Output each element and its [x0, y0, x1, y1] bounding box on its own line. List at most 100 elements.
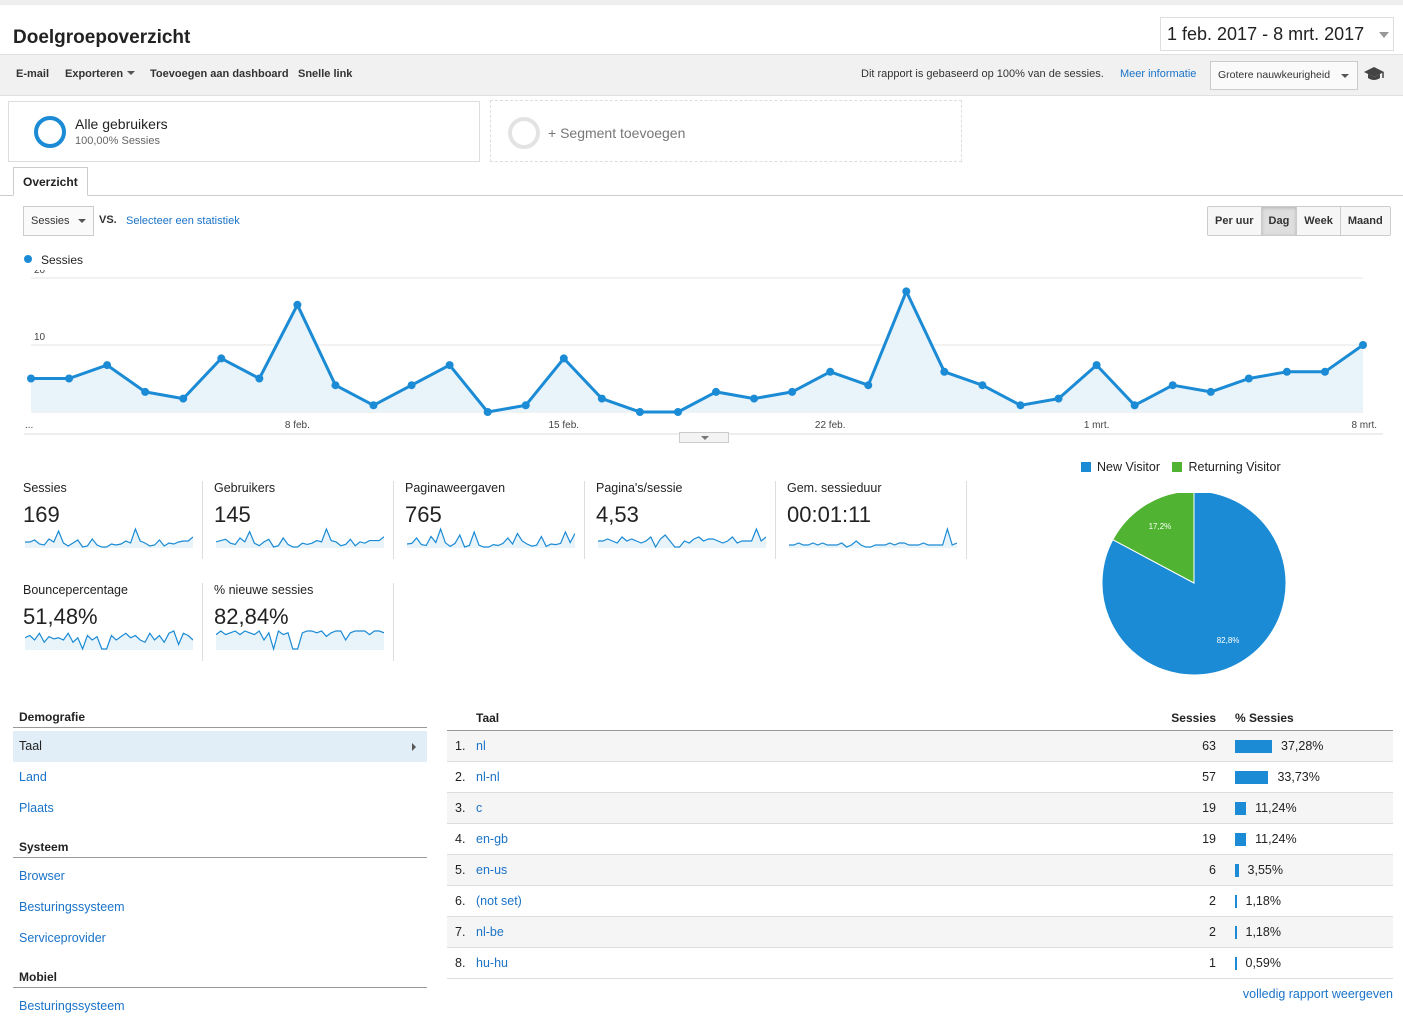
data-point[interactable] [1092, 361, 1101, 370]
data-point[interactable] [141, 387, 150, 396]
metric-tile[interactable]: Pagina's/sessie 4,53 [596, 481, 776, 559]
chart-expand-handle[interactable] [679, 432, 729, 443]
data-point[interactable] [217, 354, 226, 363]
data-point[interactable] [1206, 387, 1215, 396]
add-segment-button[interactable]: + Segment toevoegen [490, 100, 962, 162]
data-point[interactable] [788, 387, 797, 396]
data-point[interactable] [1282, 367, 1291, 376]
legend-returning-label: Returning Visitor [1188, 460, 1281, 474]
interval-day-button[interactable]: Dag [1261, 207, 1298, 235]
sessions-line-chart[interactable]: 20 10... 8 feb. 15 feb. 22 feb. 1 mrt. 8 mrt. [0, 270, 1403, 435]
demo-nav-item[interactable]: Besturingssysteem [13, 892, 427, 923]
email-button[interactable]: E-mail [16, 68, 50, 80]
data-point[interactable] [902, 287, 911, 296]
interval-hour-button[interactable]: Per uur [1208, 207, 1262, 235]
metric-tile[interactable]: Gem. sessieduur 00:01:11 [787, 481, 967, 559]
segment-all-users[interactable]: Alle gebruikers 100,00% Sessies [8, 101, 480, 162]
row-language-link[interactable]: en-gb [476, 832, 508, 846]
add-dashboard-button[interactable]: Toevoegen aan dashboard [150, 68, 289, 80]
row-language-link[interactable]: c [476, 801, 483, 815]
pie-slice[interactable] [1101, 493, 1287, 676]
row-share-bar [1235, 771, 1269, 784]
export-button[interactable]: Exporteren [65, 68, 136, 80]
metric-tile[interactable]: % nieuwe sessies 82,84% [214, 583, 394, 661]
data-point[interactable] [673, 408, 682, 416]
demo-nav-item[interactable]: Plaats [13, 793, 427, 824]
date-range-picker[interactable]: 1 feb. 2017 - 8 mrt. 2017 [1160, 17, 1394, 51]
series-line-sessies [31, 289, 1364, 414]
row-language-link[interactable]: en-us [476, 863, 508, 877]
data-point[interactable] [1320, 367, 1329, 376]
legend-new-label: New Visitor [1097, 460, 1160, 474]
precision-select[interactable]: Grotere nauwkeurigheid [1210, 61, 1358, 90]
data-point[interactable] [521, 401, 530, 410]
full-report-link[interactable]: volledig rapport weergeven [1242, 987, 1393, 1001]
data-point[interactable] [407, 381, 416, 390]
data-point[interactable] [1054, 394, 1063, 403]
data-point[interactable] [1359, 341, 1367, 349]
row-language-link[interactable]: (not set) [476, 894, 522, 908]
sparkline-area [25, 529, 193, 548]
data-point[interactable] [750, 394, 759, 403]
data-point[interactable] [445, 361, 454, 370]
data-point[interactable] [1244, 374, 1253, 383]
data-point[interactable] [597, 394, 606, 403]
demo-nav-item[interactable]: Besturingssysteem [13, 991, 427, 1022]
visitor-pie-chart[interactable]: 82,8% 17,2% [1100, 493, 1290, 683]
data-point[interactable] [65, 374, 74, 383]
row-rank: 5. [455, 863, 466, 877]
interval-month-button[interactable]: Maand [1340, 207, 1390, 235]
data-point[interactable] [103, 361, 112, 370]
row-pct: 1,18% [1245, 894, 1281, 908]
sparkline-area [216, 529, 384, 548]
data-point[interactable] [940, 367, 949, 376]
data-point[interactable] [331, 381, 340, 390]
graduation-cap-icon[interactable] [1363, 65, 1385, 83]
more-info-link[interactable]: Meer informatie [1120, 68, 1197, 80]
legend-label: Sessies [41, 253, 84, 267]
data-point[interactable] [255, 374, 264, 383]
data-point[interactable] [1130, 401, 1139, 410]
demo-nav-item[interactable]: Browser [13, 861, 427, 892]
data-point[interactable] [293, 300, 302, 309]
interval-week-button[interactable]: Week [1297, 207, 1341, 235]
data-point[interactable] [1016, 401, 1025, 410]
data-point[interactable] [1168, 381, 1177, 390]
demo-nav-item[interactable]: Taal [13, 731, 427, 762]
metric-tile[interactable]: Sessies 169 [23, 481, 203, 559]
table-row: 7. nl-be 2 1,18% [447, 917, 1393, 948]
demo-nav-item[interactable]: Land [13, 762, 427, 793]
row-language-link[interactable]: nl-nl [476, 770, 500, 784]
select-stat-link[interactable]: Selecteer een statistiek [126, 215, 240, 227]
row-language-link[interactable]: nl [476, 739, 486, 753]
metric-select[interactable]: Sessies [23, 206, 94, 236]
data-point[interactable] [826, 367, 835, 376]
row-language-link[interactable]: hu-hu [476, 956, 508, 970]
row-rank: 7. [455, 925, 466, 939]
data-point[interactable] [179, 394, 188, 403]
metric-tile[interactable]: Paginaweergaven 765 [405, 481, 585, 559]
data-point[interactable] [559, 354, 568, 363]
metric-tile[interactable]: Gebruikers 145 [214, 481, 394, 559]
shortcut-button[interactable]: Snelle link [298, 68, 353, 80]
metric-label: % nieuwe sessies [214, 583, 314, 597]
data-point[interactable] [483, 408, 492, 416]
data-point[interactable] [27, 374, 35, 383]
data-point[interactable] [635, 408, 644, 416]
metric-value: 51,48% [23, 604, 98, 629]
row-pct: 3,55% [1247, 863, 1283, 877]
row-rank: 2. [455, 770, 466, 784]
row-language-link[interactable]: nl-be [476, 925, 504, 939]
data-point[interactable] [864, 381, 873, 390]
x-tick-label: 1 mrt. [1084, 420, 1110, 431]
data-point[interactable] [369, 401, 378, 410]
row-sessions: 2 [1209, 925, 1216, 939]
chart-legend: Sessies [24, 253, 83, 267]
series-area [31, 291, 1363, 412]
data-point[interactable] [712, 387, 721, 396]
pie-slice[interactable] [1112, 493, 1195, 584]
tab-overview[interactable]: Overzicht [13, 167, 88, 196]
demo-nav-item[interactable]: Serviceprovider [13, 923, 427, 954]
metric-tile[interactable]: Bouncepercentage 51,48% [23, 583, 203, 661]
data-point[interactable] [978, 381, 987, 390]
